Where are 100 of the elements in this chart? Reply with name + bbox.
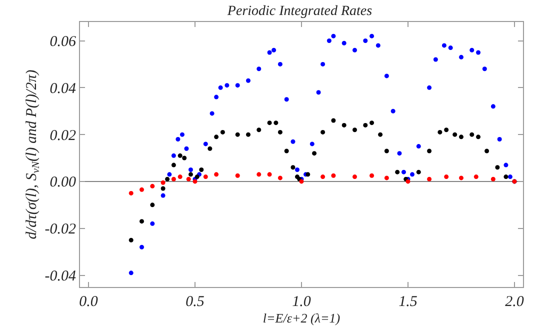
point <box>306 172 310 177</box>
point <box>128 190 134 196</box>
point <box>203 174 208 180</box>
point <box>140 244 144 250</box>
point <box>160 193 166 198</box>
point <box>320 174 326 180</box>
point <box>294 167 300 172</box>
x-tick-label: 2.0 <box>505 294 524 310</box>
point <box>378 132 383 137</box>
point <box>397 151 402 156</box>
point <box>235 83 240 88</box>
point <box>442 43 446 48</box>
point <box>427 85 432 90</box>
point <box>444 128 449 132</box>
point <box>186 176 191 182</box>
point <box>224 83 230 88</box>
point <box>171 162 176 168</box>
point <box>395 170 400 174</box>
point <box>150 184 155 188</box>
point <box>182 156 187 160</box>
y-tick-label: -0.04 <box>44 268 76 285</box>
point <box>192 179 198 184</box>
point <box>278 130 282 134</box>
point <box>320 62 326 66</box>
point <box>504 174 508 180</box>
point <box>310 142 314 146</box>
point <box>406 179 410 184</box>
point <box>256 128 262 132</box>
point <box>284 97 289 102</box>
point <box>376 43 380 48</box>
point <box>416 170 421 174</box>
point <box>342 122 346 128</box>
point <box>235 132 240 137</box>
chart-title: Periodic Integrated Rates <box>226 4 373 19</box>
point <box>490 176 496 182</box>
point <box>410 172 414 177</box>
point <box>331 173 336 178</box>
point <box>246 78 250 83</box>
point <box>176 137 180 142</box>
point <box>278 176 282 180</box>
point <box>128 270 134 276</box>
point <box>476 50 481 55</box>
y-tick-label: 0.06 <box>50 34 76 50</box>
point <box>352 174 357 180</box>
point <box>458 54 464 60</box>
point <box>497 137 502 142</box>
point <box>363 122 368 128</box>
point <box>171 153 176 158</box>
point <box>184 146 189 151</box>
point <box>508 174 512 180</box>
point <box>180 132 184 137</box>
point <box>290 165 296 170</box>
point <box>272 48 276 52</box>
point <box>384 74 389 78</box>
point <box>208 146 212 151</box>
point <box>390 108 396 114</box>
point <box>220 130 225 134</box>
point <box>458 176 464 180</box>
point <box>370 173 374 178</box>
y-tick-label: -0.02 <box>44 222 76 238</box>
point <box>470 132 474 137</box>
point <box>140 187 144 192</box>
point <box>140 219 144 224</box>
x-tick-label: 1.0 <box>292 294 312 310</box>
point <box>210 111 214 116</box>
point <box>384 148 389 154</box>
x-axis-title: l=E/ε+2 (λ=1) <box>262 310 340 326</box>
point <box>427 176 432 182</box>
point <box>427 148 432 154</box>
point <box>178 174 182 180</box>
point <box>267 50 272 55</box>
point <box>214 94 219 100</box>
point <box>326 38 332 44</box>
point <box>495 165 500 170</box>
point <box>490 104 496 109</box>
point <box>188 172 193 177</box>
point <box>484 148 490 154</box>
point <box>299 179 304 184</box>
point <box>203 142 208 146</box>
x-tick-label: 1.5 <box>398 294 418 310</box>
point <box>290 139 296 144</box>
point <box>167 172 172 177</box>
point <box>331 118 336 123</box>
point <box>370 34 374 38</box>
point <box>256 172 262 177</box>
point <box>284 148 289 154</box>
point <box>342 40 346 46</box>
point <box>504 162 508 168</box>
point <box>433 57 438 62</box>
point <box>235 173 240 178</box>
point <box>150 202 155 208</box>
point <box>452 132 458 137</box>
point <box>448 46 453 50</box>
point <box>267 120 272 126</box>
point <box>476 134 481 140</box>
point <box>128 238 134 242</box>
y-tick-label: 0.00 <box>50 174 76 191</box>
point <box>160 180 166 185</box>
point <box>214 134 219 140</box>
point <box>199 167 204 172</box>
